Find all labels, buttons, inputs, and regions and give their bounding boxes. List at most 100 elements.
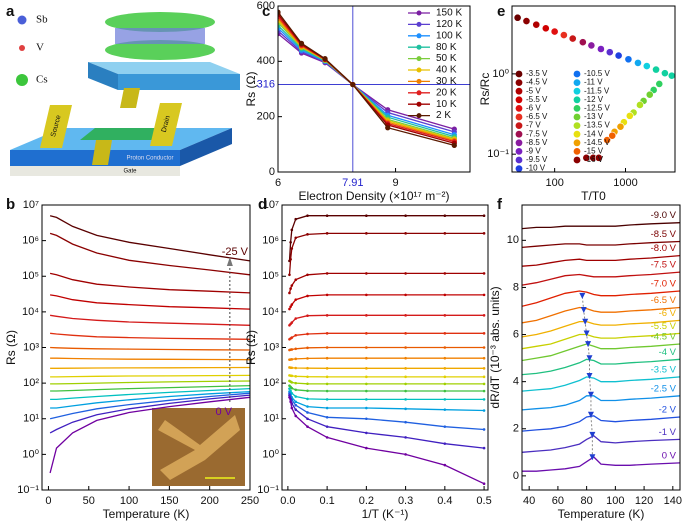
- peak-marker: [585, 341, 592, 348]
- series-line: [288, 385, 485, 392]
- marker: [404, 272, 407, 275]
- legend-swatch: [416, 78, 422, 84]
- series-line: [49, 314, 250, 326]
- marker: [482, 482, 486, 486]
- point: [624, 55, 633, 64]
- marker: [294, 236, 298, 240]
- legend-swatch: [515, 165, 523, 173]
- marker: [325, 415, 329, 419]
- chart: b 0 50 100 150 200 250 10⁻¹ 10⁰ 10¹ 10² 10³ 10⁴ 10⁵ 10…: [4, 196, 259, 521]
- legend-swatch: [515, 156, 523, 164]
- point: [645, 90, 654, 99]
- marker: [365, 332, 368, 335]
- plot-area: [49, 215, 250, 474]
- legend-label: -7 V: [526, 121, 541, 130]
- y-tick-label: 10⁰: [492, 68, 509, 80]
- series-line: [522, 306, 680, 324]
- marker: [350, 81, 356, 88]
- marker: [482, 375, 486, 379]
- marker: [306, 233, 309, 236]
- x-tick-label: 50: [83, 495, 95, 507]
- legend-label: -10 V: [526, 164, 546, 173]
- peak-marker: [587, 391, 594, 398]
- x-tick-label: 250: [241, 495, 259, 507]
- device-label: Drain: [161, 115, 172, 133]
- marker: [443, 389, 447, 393]
- series-line: [288, 314, 485, 326]
- y-tick-label: 6: [513, 328, 519, 340]
- legend-swatch: [573, 105, 581, 112]
- marker: [294, 388, 298, 392]
- point: [594, 153, 603, 162]
- marker: [290, 374, 294, 378]
- x-tick-label: 0.2: [359, 495, 374, 507]
- y-tick-label: 600: [257, 0, 275, 12]
- marker: [404, 436, 407, 439]
- series-line: [522, 319, 680, 338]
- y-tick-label: 10¹: [263, 413, 279, 425]
- marker: [365, 431, 368, 435]
- legend-swatch: [573, 87, 581, 95]
- x-tick-label: 200: [201, 495, 219, 507]
- marker: [443, 332, 447, 335]
- y-tick-label: 10⁰: [262, 448, 279, 460]
- marker: [385, 125, 391, 131]
- marker: [290, 386, 294, 390]
- series-line: [522, 456, 680, 472]
- point: [634, 58, 642, 67]
- marker: [404, 232, 407, 235]
- legend-label: -15 V: [584, 147, 604, 156]
- y-tick-label: 10²: [23, 377, 39, 389]
- marker: [365, 293, 368, 297]
- x-tick-label: 0: [45, 495, 51, 507]
- marker: [365, 406, 368, 410]
- marker: [404, 420, 407, 424]
- atom-icon: [17, 15, 27, 25]
- schematic: a Sb V Cs Source Drain Proton Conductor …: [6, 3, 240, 176]
- legend-swatch: [573, 96, 581, 104]
- series-line: [50, 390, 250, 409]
- marker: [290, 284, 294, 287]
- series-label: -6 V: [659, 308, 677, 319]
- legend-label: 2 K: [436, 110, 451, 121]
- series-line: [522, 332, 680, 350]
- marker: [443, 314, 447, 317]
- point: [568, 34, 577, 43]
- chart: f 40 60 80 100 120 140 0 2 4 6 8 10 Temperature (K) dR…: [488, 196, 682, 521]
- marker: [443, 408, 447, 411]
- marker: [443, 346, 447, 349]
- y-tick-label: 10⁴: [22, 306, 39, 318]
- point: [597, 45, 605, 53]
- legend-swatch: [573, 113, 581, 121]
- legend-label: -14.5 V: [584, 138, 610, 147]
- legend-label: -6.5 V: [526, 112, 548, 121]
- marker: [294, 298, 298, 301]
- marker: [290, 303, 294, 306]
- legend-swatch: [573, 148, 581, 155]
- series-line: [288, 272, 485, 294]
- y-tick-label: 10⁶: [22, 235, 39, 247]
- x-tick-label: 0.5: [476, 495, 491, 507]
- marker: [306, 405, 309, 408]
- marker: [482, 272, 486, 275]
- legend-swatch: [515, 70, 523, 78]
- marker: [443, 463, 447, 467]
- marker: [294, 317, 298, 320]
- legend-label: -7.5 V: [526, 129, 548, 138]
- marker: [482, 293, 486, 297]
- atom-icon: [16, 74, 28, 86]
- plot-area: [278, 6, 470, 172]
- series-line: [288, 294, 485, 310]
- legend-label: -3.5 V: [526, 69, 548, 78]
- marker: [325, 406, 329, 410]
- marker: [294, 366, 298, 370]
- x-tick-label: 100: [120, 495, 138, 507]
- series-line: [522, 240, 680, 249]
- marker: [306, 417, 309, 421]
- series-line: [50, 380, 250, 385]
- legend-label: -11.5 V: [584, 86, 610, 95]
- y-tick-label: 0: [269, 166, 275, 178]
- marker: [325, 214, 329, 218]
- series-line: [522, 222, 680, 230]
- marker: [482, 232, 486, 235]
